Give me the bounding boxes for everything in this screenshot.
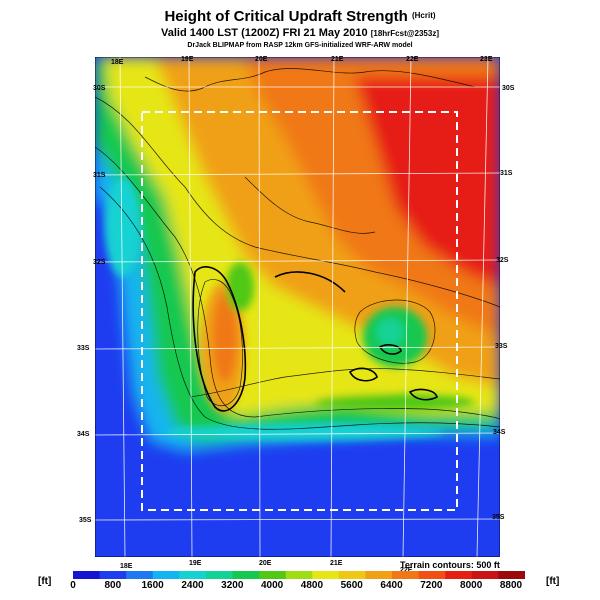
lat-label-left: 34S (77, 431, 90, 438)
colorbar-unit-right: [ft] (546, 576, 560, 587)
lon-label-top: 18E (111, 59, 124, 66)
title-unit: (Hcrit) (411, 11, 436, 20)
lon-label-top: 22E (406, 56, 419, 63)
thick-terrain-contour (274, 271, 346, 293)
colorbar (73, 571, 525, 579)
grid-line-lat (95, 172, 500, 176)
lat-label-left: 35S (79, 517, 92, 524)
grid-line-lon (330, 57, 335, 557)
colorbar-tick-label: 800 (104, 580, 122, 591)
grid-line-lon (188, 57, 193, 557)
colorbar-swatch (285, 571, 313, 579)
karoo-teal-patch (376, 318, 404, 346)
lat-label-right: 30S (502, 85, 515, 92)
coast-green-strip (315, 394, 475, 410)
grid-line-lon (476, 57, 489, 557)
credit-line: DrJack BLIPMAP from RASP 12km GFS-initia… (187, 42, 413, 49)
forecast-map (95, 57, 500, 557)
colorbar-swatch (445, 571, 473, 579)
terrain-contour (244, 176, 376, 234)
colorbar-tick-label: 8800 (499, 580, 523, 591)
colorbar-swatch (179, 571, 207, 579)
lon-label-top: 21E (331, 56, 344, 63)
colorbar-swatch (126, 571, 154, 579)
forecast-tag: [18hrFcst@2353z] (370, 29, 439, 38)
colorbar-swatch (99, 571, 127, 579)
colorbar-swatch (73, 571, 101, 579)
grid-line-lat (95, 259, 500, 263)
inner-domain-box (141, 111, 458, 511)
colorbar-swatch (471, 571, 499, 579)
title-text: Height of Critical Updraft Strength (164, 8, 408, 25)
terrain-contour (354, 299, 436, 364)
terrain-contour (189, 368, 500, 398)
lat-label-right: 33S (495, 343, 508, 350)
valid-time-text: Valid 1400 LST (1200Z) FRI 21 May 2010 (160, 27, 368, 39)
lon-label-bottom: 21E (330, 560, 343, 567)
colorbar-swatch (205, 571, 234, 579)
colorbar-swatch (338, 571, 366, 579)
coast-cyan-strip (165, 424, 445, 440)
thick-terrain-contour (378, 344, 402, 355)
grid-line-lat (95, 346, 500, 350)
valid-time-line: Valid 1400 LST (1200Z) FRI 21 May 2010 [… (0, 27, 600, 39)
lat-label-right: 35S (492, 514, 505, 521)
west-coast-cyan (105, 177, 141, 277)
thick-terrain-contour (408, 388, 438, 401)
colorbar-swatch (498, 571, 525, 579)
colorbar-tick-label: 4800 (300, 580, 324, 591)
colorbar-tick-label: 6400 (380, 580, 403, 591)
lon-label-bottom: 22E (400, 567, 413, 574)
thick-terrain-contour (348, 367, 378, 382)
lat-label-left: 33S (77, 345, 90, 352)
lat-label-left: 31S (93, 172, 106, 179)
lon-label-top: 20E (255, 56, 268, 63)
terrain-contour (144, 68, 476, 92)
lat-label-right: 31S (500, 170, 513, 177)
lat-label-left: 30S (93, 85, 106, 92)
colorbar-swatch (312, 571, 340, 579)
terrain-contour-note: Terrain contours: 500 ft (400, 560, 500, 570)
lon-label-bottom: 18E (120, 563, 133, 570)
grid-line-lon (258, 57, 261, 557)
colorbar-tick-label: 7200 (420, 580, 443, 591)
colorbar-tick-label: 4000 (260, 580, 284, 591)
colorbar-tick-label: 1600 (141, 580, 164, 591)
lat-label-left: 32S (93, 259, 106, 266)
lon-label-bottom: 20E (259, 560, 272, 567)
lon-label-top: 23E (480, 56, 493, 63)
colorbar-tick-label: 2400 (181, 580, 204, 591)
lat-label-right: 32S (496, 257, 509, 264)
mountain-ridge-core (213, 292, 237, 382)
land-red-core (355, 77, 500, 287)
colorbar-tick-label: 0 (70, 580, 76, 591)
colorbar-unit-left: [ft] (38, 576, 52, 587)
lon-label-top: 19E (181, 56, 194, 63)
colorbar-swatch (232, 571, 260, 579)
lon-label-bottom: 19E (189, 560, 202, 567)
thick-terrain-contour (192, 266, 247, 412)
map-title: Height of Critical Updraft Strength (Hcr… (0, 8, 600, 25)
colorbar-tick-label: 3200 (221, 580, 244, 591)
south-yellow-strip (275, 377, 395, 397)
grid-line-lon (402, 57, 412, 557)
lat-label-right: 34S (493, 429, 506, 436)
colorbar-swatch (259, 571, 287, 579)
colorbar-swatch (152, 571, 180, 579)
colorbar-tick-label: 5600 (340, 580, 363, 591)
colorbar-swatch (365, 571, 393, 579)
valley-green (226, 262, 254, 312)
terrain-contour (95, 146, 500, 420)
colorbar-swatch (418, 571, 446, 579)
colorbar-swatch (392, 571, 420, 579)
terrain-contour (99, 186, 500, 430)
terrain-contour (95, 96, 500, 308)
grid-line-lat (95, 518, 500, 521)
colorbar-tick-label: 8000 (460, 580, 483, 591)
grid-line-lon (119, 57, 126, 557)
grid-line-lat (95, 432, 500, 436)
